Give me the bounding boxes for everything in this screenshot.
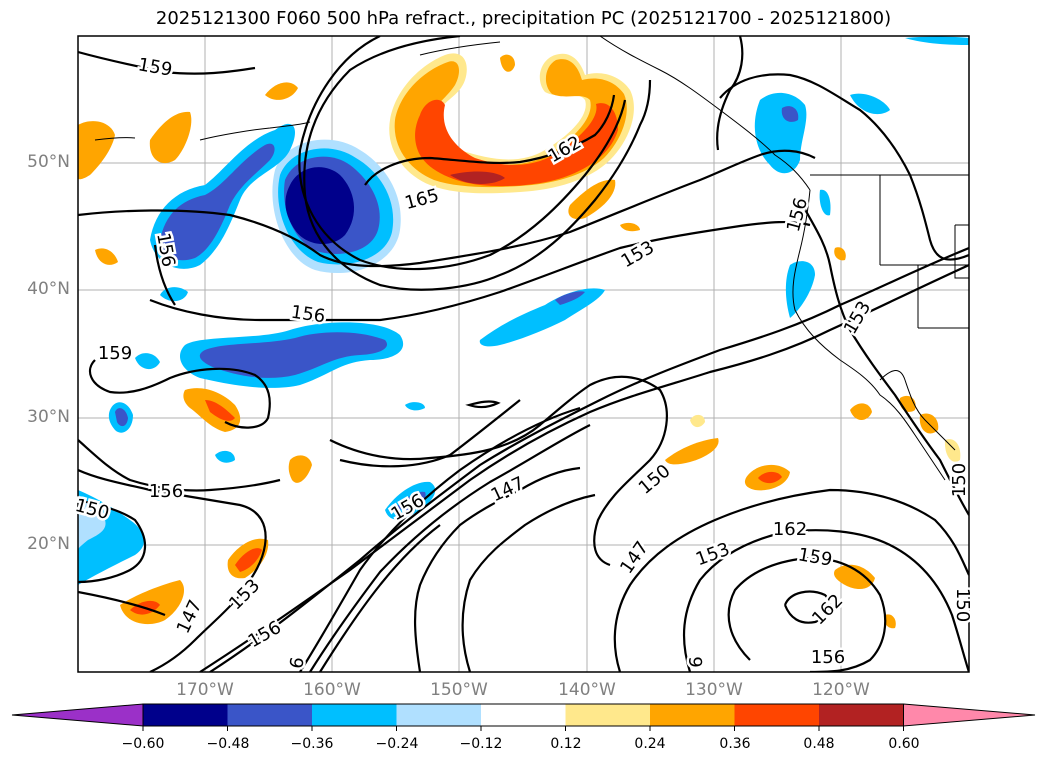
colorbar bbox=[11, 703, 1036, 731]
colorbar-tick: −0.12 bbox=[459, 736, 503, 752]
contour-label: 153 bbox=[693, 539, 732, 570]
contour-label: 150 bbox=[952, 588, 973, 622]
contour-label: 156 bbox=[152, 231, 179, 268]
contour-label: 147 bbox=[488, 473, 528, 507]
contour-label-halo: 156 bbox=[783, 196, 812, 235]
contour-label: 162 bbox=[773, 519, 807, 540]
colorbar-tick: 0.48 bbox=[803, 736, 835, 752]
contour-label-halo: 159 bbox=[136, 54, 173, 81]
contour-label: 159 bbox=[796, 544, 833, 571]
contour-label: 6 bbox=[286, 655, 309, 670]
contour-label-halo: 162 bbox=[773, 519, 807, 540]
lat-label-40n: 40°N bbox=[27, 279, 70, 299]
colorbar-bin bbox=[481, 704, 566, 726]
contour-label: 156 bbox=[783, 196, 812, 235]
contour-label: 156 bbox=[149, 481, 183, 502]
lon-label-170w: 170°W bbox=[176, 680, 234, 700]
colorbar-bin bbox=[565, 704, 651, 726]
colorbar-bin bbox=[819, 704, 904, 726]
colorbar-frame bbox=[142, 703, 904, 727]
contour-label: 159 bbox=[136, 54, 173, 81]
colorbar-tick: −0.24 bbox=[375, 736, 419, 752]
colorbar-bin bbox=[312, 704, 397, 726]
lat-label-30n: 30°N bbox=[27, 407, 70, 427]
colorbar-tick: 0.60 bbox=[888, 736, 920, 752]
lon-label-150w: 150°W bbox=[430, 680, 488, 700]
contour-label: 156 bbox=[290, 302, 327, 328]
colorbar-bin bbox=[143, 704, 228, 726]
negative-precip-areas bbox=[78, 36, 969, 585]
contour-label: 153 bbox=[225, 575, 264, 614]
contour-label-halo: 156 bbox=[811, 647, 845, 668]
contour-label: 153 bbox=[618, 237, 658, 272]
contour-label-halo: 159 bbox=[98, 343, 132, 364]
contour-label: 150 bbox=[949, 463, 970, 497]
positive-precip-areas bbox=[78, 53, 961, 629]
colorbar-tick: −0.60 bbox=[121, 736, 165, 752]
contour-label-halo: 156 bbox=[149, 481, 183, 502]
colorbar-bin bbox=[396, 704, 482, 726]
colorbar-extend-max bbox=[903, 703, 1036, 727]
contour-label-halo: 150 bbox=[952, 588, 973, 622]
colorbar-bin bbox=[650, 704, 735, 726]
contour-label: 159 bbox=[98, 343, 132, 364]
colorbar-tick: −0.48 bbox=[206, 736, 250, 752]
contour-label: 147 bbox=[616, 538, 653, 578]
colorbar-bin bbox=[734, 704, 820, 726]
contour-label: 6 bbox=[686, 656, 707, 667]
contour-label: 156 bbox=[245, 617, 285, 652]
lon-label-130w: 130°W bbox=[685, 680, 743, 700]
contour-label-halo: 6 bbox=[686, 656, 707, 667]
lon-label-140w: 140°W bbox=[558, 680, 616, 700]
lon-label-160w: 160°W bbox=[303, 680, 361, 700]
colorbar-tick: 0.36 bbox=[719, 736, 751, 752]
contour-label: 165 bbox=[403, 185, 442, 214]
refractivity-contours bbox=[78, 36, 969, 672]
coastlines bbox=[94, 36, 969, 481]
colorbar-extend-min bbox=[11, 703, 144, 727]
contour-label-halo: 150 bbox=[949, 463, 970, 497]
map-title: 2025121300 F060 500 hPa refract., precip… bbox=[155, 8, 892, 29]
contour-label: 150 bbox=[635, 461, 675, 499]
colorbar-tick: −0.36 bbox=[290, 736, 334, 752]
colorbar-tick: 0.24 bbox=[634, 736, 666, 752]
map-frame bbox=[77, 35, 970, 673]
lat-label-50n: 50°N bbox=[27, 152, 70, 172]
lat-label-20n: 20°N bbox=[27, 534, 70, 554]
colorbar-bin bbox=[227, 704, 313, 726]
contour-label: 156 bbox=[811, 647, 845, 668]
lon-label-120w: 120°W bbox=[812, 680, 870, 700]
colorbar-tick: 0.12 bbox=[550, 736, 582, 752]
